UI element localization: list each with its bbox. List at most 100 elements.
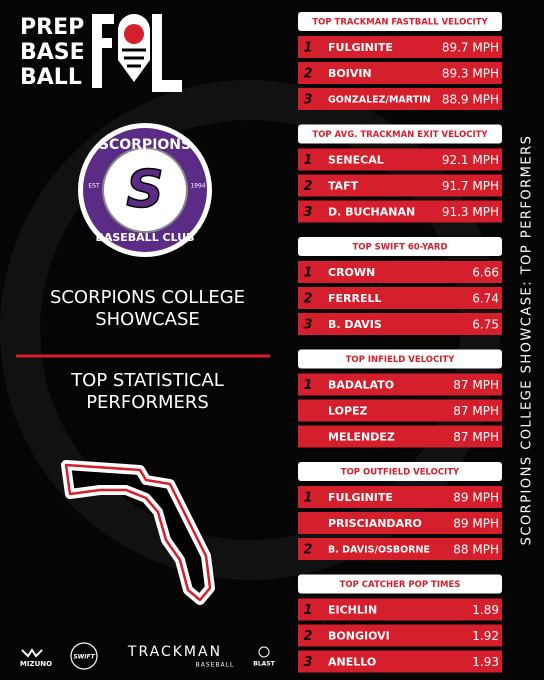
stat-value: 89 MPH — [453, 491, 499, 505]
section-header: TOP AVG. TRACKMAN EXIT VELOCITY — [312, 130, 488, 140]
leaderboard: TOP TRACKMAN FASTBALL VELOCITY 1 FULGINITE… — [298, 12, 502, 110]
leaderboard: TOP CATCHER POP TIMES 1 EICHLIN 1.89 2 BONGIO… — [298, 574, 502, 673]
rank: 2 — [303, 543, 312, 558]
stat-value: 87 MPH — [453, 378, 499, 392]
rank: 3 — [303, 205, 312, 220]
row-bg — [298, 174, 502, 197]
player-name: FULGINITE — [328, 41, 393, 54]
player-name: D. BUCHANAN — [328, 206, 415, 219]
player-name: CROWN — [328, 266, 375, 279]
stat-value: 1.92 — [472, 629, 499, 643]
stat-value: 88.9 MPH — [442, 93, 499, 107]
row-bg — [298, 373, 502, 396]
player-name: EICHLIN — [328, 604, 377, 617]
section-header-bg — [298, 349, 502, 369]
sponsor: BASEBALL — [196, 662, 235, 669]
row-bg — [298, 261, 502, 283]
player-name: B. DAVIS/OSBORNE — [328, 545, 430, 556]
player-name: MELENDEZ — [328, 431, 395, 444]
row-bg — [298, 62, 502, 84]
subtitle: TOP STATISTICAL PERFORMERS — [71, 370, 224, 413]
leaderboard: TOP INFIELD VELOCITY 1 BADALATO 87 MPH LOPEZ… — [298, 349, 502, 448]
stat-value: 87 MPH — [453, 404, 499, 418]
stat-value: 1.89 — [472, 603, 499, 617]
player-name: ANELLO — [328, 656, 376, 669]
stat-value: 6.75 — [472, 318, 499, 332]
player-name: BOIVIN — [328, 67, 372, 80]
rank: 1 — [303, 603, 312, 618]
player-name: TAFT — [328, 180, 359, 193]
leaderboards: TOP TRACKMAN FASTBALL VELOCITY 1 FULGINITE… — [298, 12, 502, 673]
stat-value: 1.93 — [472, 655, 499, 669]
stat-value: 6.66 — [472, 266, 499, 280]
stat-value: 6.74 — [472, 292, 499, 306]
rank: 1 — [303, 266, 312, 281]
sponsor: MIZUNO — [20, 660, 52, 668]
florida-inner — [64, 463, 212, 602]
rank: 1 — [303, 378, 312, 393]
rank: 1 — [303, 41, 312, 56]
player-name: FULGINITE — [328, 491, 393, 504]
section-header-bg — [298, 574, 502, 594]
sponsor: SWIFT — [73, 654, 95, 661]
row-bg — [298, 538, 502, 560]
row-bg — [298, 486, 502, 508]
badge-est: EST — [88, 183, 100, 190]
rank: 1 — [303, 153, 312, 168]
player-name: LOPEZ — [328, 405, 368, 418]
stat-value: 91.7 MPH — [442, 179, 499, 193]
section-header: TOP INFIELD VELOCITY — [346, 355, 456, 365]
badge-bottom: BASEBALL CLUB — [95, 231, 194, 244]
row-bg — [298, 399, 502, 422]
rank: 3 — [303, 655, 312, 670]
brand-logo: PREP BASE BALL — [20, 15, 85, 90]
rank: 2 — [303, 179, 312, 194]
fl-logo — [92, 14, 182, 92]
stat-value: 89.3 MPH — [442, 67, 499, 81]
rank: 3 — [303, 318, 312, 333]
leaderboard: TOP AVG. TRACKMAN EXIT VELOCITY 1 SENECAL 9… — [298, 124, 502, 223]
row-bg — [298, 36, 502, 58]
player-name: GONZALEZ/MARTIN — [328, 95, 431, 106]
row-bg — [298, 624, 502, 647]
row-bg — [298, 313, 502, 335]
stat-value: 87 MPH — [453, 430, 499, 444]
player-name: B. DAVIS — [328, 318, 382, 331]
row-bg — [298, 148, 502, 171]
section-header: TOP OUTFIELD VELOCITY — [341, 468, 460, 478]
row-bg — [298, 88, 502, 110]
stat-value: 89 MPH — [453, 517, 499, 531]
row-bg — [298, 200, 502, 223]
rank: 1 — [303, 491, 312, 506]
row-bg — [298, 512, 502, 534]
section-header-bg — [298, 12, 502, 31]
badge-year: 1994 — [190, 183, 205, 190]
section-header-bg — [298, 462, 502, 481]
team-badge: SCORPIONS S EST 1994 BASEBALL CLUB — [78, 123, 212, 257]
rank: 2 — [303, 629, 312, 644]
title: SCORPIONS COLLEGE SHOWCASE — [49, 287, 246, 330]
stat-value: 89.7 MPH — [442, 41, 499, 55]
brand-line: BALL — [20, 65, 82, 90]
player-name: BADALATO — [328, 379, 394, 392]
sponsor: BLAST — [253, 661, 275, 668]
stat-value: 91.3 MPH — [442, 205, 499, 219]
leaderboard: TOP OUTFIELD VELOCITY 1 FULGINITE 89 MPH PRI… — [298, 462, 502, 560]
player-name: SENECAL — [328, 154, 384, 167]
rank: 2 — [303, 67, 312, 82]
stat-value: 88 MPH — [453, 543, 499, 557]
player-name: PRISCIANDARO — [328, 517, 422, 530]
stat-value: 92.1 MPH — [442, 153, 499, 167]
sponsors: MIZUNO SWIFT TRACKMAN BASEBALL BLAST — [20, 642, 276, 670]
subtitle-box: TOP STATISTICAL PERFORMERS — [71, 370, 224, 413]
badge-letter: S — [126, 160, 163, 220]
brand-line: PREP — [20, 15, 84, 40]
section-header: TOP TRACKMAN FASTBALL VELOCITY — [312, 18, 488, 28]
side-title: SCORPIONS COLLEGE SHOWCASE: TOP PERFORME… — [520, 135, 535, 546]
title-box: SCORPIONS COLLEGE SHOWCASE — [49, 287, 246, 330]
row-bg — [298, 287, 502, 309]
rank: 2 — [303, 292, 312, 307]
player-name: FERRELL — [328, 292, 382, 305]
section-header-bg — [298, 237, 502, 256]
